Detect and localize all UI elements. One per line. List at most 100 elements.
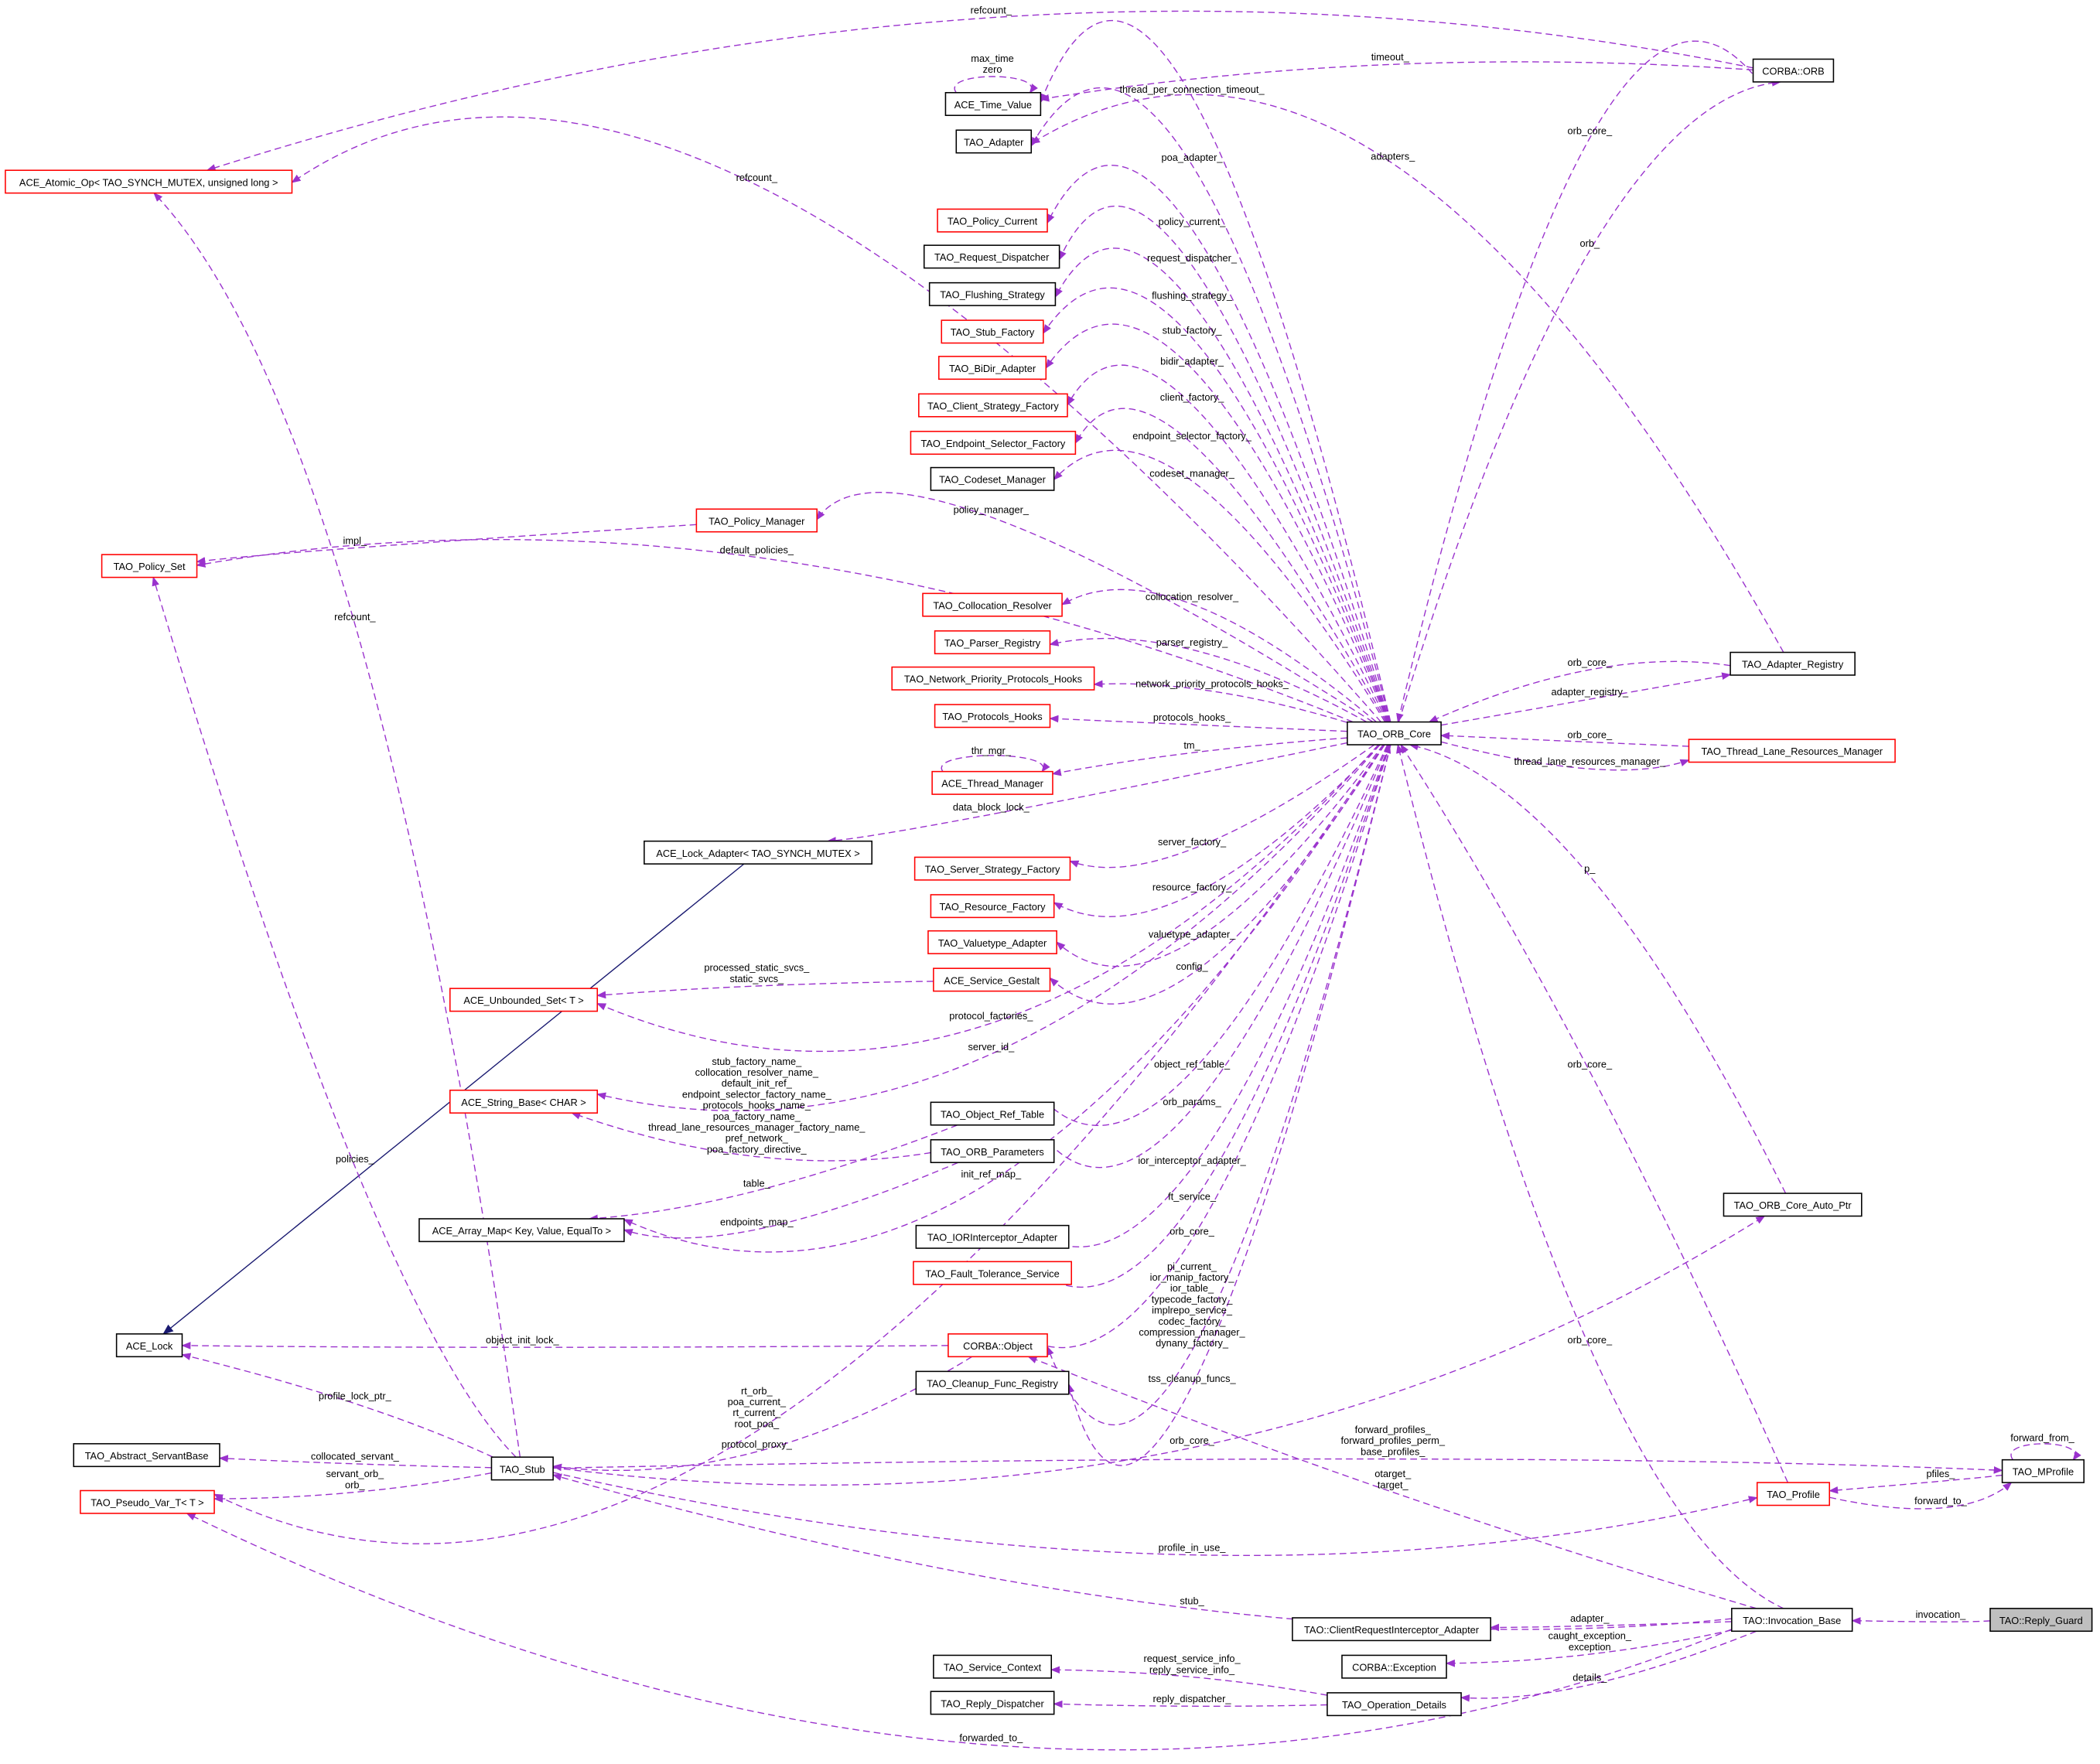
class-node-time-value[interactable]: ACE_Time_Value	[944, 91, 1042, 116]
edge-label-line: init_ref_map_	[961, 1168, 1022, 1179]
class-node-collocation-resolver[interactable]: TAO_Collocation_Resolver	[922, 592, 1063, 617]
edge-label: stub_factory_name_ collocation_resolver_n…	[648, 1056, 866, 1155]
class-node-orb-parameters[interactable]: TAO_ORB_Parameters	[930, 1139, 1055, 1164]
class-node-flushing-strategy[interactable]: TAO_Flushing_Strategy	[928, 281, 1057, 306]
node-label: TAO_MProfile	[2013, 1466, 2074, 1478]
class-node-endpoint-selector-factory[interactable]: TAO_Endpoint_Selector_Factory	[910, 431, 1077, 456]
node-box	[938, 356, 1047, 380]
class-node-invocation-base[interactable]: TAO::Invocation_Base	[1731, 1608, 1853, 1633]
class-node-lock-adapter[interactable]: ACE_Lock_Adapter< TAO_SYNCH_MUTEX >	[644, 840, 872, 865]
edge-label: forward_to_	[1914, 1495, 1967, 1506]
node-box	[1292, 1617, 1491, 1642]
class-node-cri-adapter[interactable]: TAO::ClientRequestInterceptor_Adapter	[1292, 1617, 1491, 1642]
class-node-stub[interactable]: TAO_Stub	[490, 1456, 554, 1481]
node-label: TAO_Network_Priority_Protocols_Hooks	[904, 674, 1082, 685]
edge-label: caught_exception_ exception	[1549, 1630, 1632, 1653]
class-node-reply-dispatcher[interactable]: TAO_Reply_Dispatcher	[930, 1691, 1055, 1715]
node-label: TAO_Operation_Details	[1342, 1699, 1446, 1711]
class-node-client-strategy-factory[interactable]: TAO_Client_Strategy_Factory	[918, 393, 1068, 418]
class-node-operation-details[interactable]: TAO_Operation_Details	[1327, 1692, 1462, 1717]
edge-orb_core-to-thread_lane_rm	[1440, 741, 1690, 771]
node-box	[910, 431, 1077, 456]
class-node-ior-interceptor-adapter[interactable]: TAO_IORInterceptor_Adapter	[915, 1224, 1070, 1249]
edge-label-line: pfiles_	[1926, 1468, 1955, 1479]
node-box	[930, 1101, 1055, 1126]
class-node-server-strategy-factory[interactable]: TAO_Server_Strategy_Factory	[913, 856, 1071, 881]
class-node-orb-core-auto-ptr[interactable]: TAO_ORB_Core_Auto_Ptr	[1723, 1192, 1863, 1217]
edge-profile-to-orb_core	[1400, 744, 1789, 1483]
class-node-codeset-manager[interactable]: TAO_Codeset_Manager	[930, 466, 1055, 491]
class-node-string-base[interactable]: ACE_String_Base< CHAR >	[449, 1089, 599, 1114]
class-node-mprofile[interactable]: TAO_MProfile	[2001, 1459, 2085, 1483]
node-label: TAO_ORB_Parameters	[941, 1146, 1043, 1158]
class-node-orb-core[interactable]: TAO_ORB_Core	[1347, 721, 1442, 746]
class-node-policy-current[interactable]: TAO_Policy_Current	[937, 208, 1048, 233]
class-node-policy-set[interactable]: TAO_Policy_Set	[101, 554, 198, 578]
class-node-reply-guard[interactable]: TAO::Reply_Guard	[1989, 1608, 2093, 1633]
edge-profile-to-mprofile	[1829, 1482, 2013, 1510]
edge-invocation_base-to-stub	[551, 1473, 1732, 1630]
node-box	[80, 1489, 215, 1514]
class-node-policy-manager[interactable]: TAO_Policy_Manager	[695, 508, 818, 533]
class-node-corba-object[interactable]: CORBA::Object	[948, 1333, 1048, 1358]
edge-orb_core-to-np_protocols_hooks	[1093, 680, 1348, 723]
edge-invocation_base-to-corba_object	[1027, 1356, 1757, 1609]
edge-stub-to-abstract_servant_base	[218, 1455, 492, 1469]
class-node-abstract-servant-base[interactable]: TAO_Abstract_ServantBase	[73, 1443, 220, 1468]
edge-label: orb_core_	[1567, 728, 1613, 740]
class-node-service-context[interactable]: TAO_Service_Context	[933, 1654, 1053, 1679]
class-node-valuetype-adapter[interactable]: TAO_Valuetype_Adapter	[927, 930, 1057, 954]
edge-label: protocols_hooks_	[1153, 711, 1231, 723]
class-node-fault-tolerance-service[interactable]: TAO_Fault_Tolerance_Service	[913, 1261, 1072, 1285]
class-node-profile[interactable]: TAO_Profile	[1756, 1482, 1831, 1506]
class-node-thread-manager[interactable]: ACE_Thread_Manager	[931, 770, 1053, 795]
class-node-corba-exception[interactable]: CORBA::Exception	[1341, 1654, 1447, 1679]
class-node-cleanup-func-registry[interactable]: TAO_Cleanup_Func_Registry	[915, 1370, 1070, 1395]
class-node-object-ref-table[interactable]: TAO_Object_Ref_Table	[930, 1101, 1055, 1126]
node-label: TAO_Policy_Current	[948, 216, 1038, 227]
node-layer: ACE_Atomic_Op< TAO_SYNCH_MUTEX, unsigned…	[5, 58, 2093, 1717]
class-node-resource-factory[interactable]: TAO_Resource_Factory	[930, 894, 1055, 919]
edge-label-line: static_svcs_	[729, 973, 784, 984]
edge-label-line: impl_	[343, 534, 367, 546]
class-node-array-map[interactable]: ACE_Array_Map< Key, Value, EqualTo >	[418, 1218, 625, 1243]
node-label: ACE_Service_Gestalt	[944, 974, 1040, 986]
edge-label-line: policies_	[336, 1153, 375, 1165]
class-node-adapter[interactable]: TAO_Adapter	[955, 129, 1033, 154]
edge-label: table_	[743, 1177, 771, 1189]
edge-label-line: typecode_factory_	[1152, 1293, 1233, 1305]
class-node-bidir-adapter[interactable]: TAO_BiDir_Adapter	[938, 356, 1047, 380]
class-node-parser-registry[interactable]: TAO_Parser_Registry	[934, 630, 1051, 655]
node-box	[937, 208, 1048, 233]
edge-label-line: forward_from_	[2010, 1431, 2074, 1443]
class-node-protocols-hooks[interactable]: TAO_Protocols_Hooks	[934, 704, 1051, 728]
class-node-service-gestalt[interactable]: ACE_Service_Gestalt	[933, 967, 1051, 992]
class-node-unbounded-set[interactable]: ACE_Unbounded_Set< T >	[449, 988, 599, 1012]
edge-stub-to-policy_set	[152, 576, 517, 1458]
edge-label-line: policy_current_	[1159, 216, 1227, 227]
class-node-request-dispatcher[interactable]: TAO_Request_Dispatcher	[923, 244, 1060, 269]
class-node-ace-lock[interactable]: ACE_Lock	[115, 1333, 183, 1358]
edge-label-line: orb_core_	[1567, 728, 1613, 740]
edge-label-line: client_factory_	[1160, 391, 1224, 403]
class-node-np-protocols-hooks[interactable]: TAO_Network_Priority_Protocols_Hooks	[891, 666, 1095, 691]
edge-label: forwarded_to_	[959, 1732, 1023, 1743]
class-node-stub-factory[interactable]: TAO_Stub_Factory	[941, 319, 1044, 344]
class-node-corba-orb[interactable]: CORBA::ORB	[1752, 58, 1835, 83]
class-node-thread-lane-rm[interactable]: TAO_Thread_Lane_Resources_Manager	[1688, 739, 1896, 763]
node-box	[2001, 1459, 2085, 1483]
edge-label-line: object_init_lock_	[486, 1334, 559, 1346]
edge-orb_core-to-unbounded_set	[596, 744, 1379, 1053]
edge-label: forward_profiles_ forward_profiles_perm_ b…	[1341, 1424, 1446, 1457]
node-box	[5, 169, 293, 194]
edge-object_ref_table-to-array_map	[588, 1124, 958, 1223]
edge-mprofile-to-mprofile	[2010, 1443, 2081, 1461]
node-label: ACE_Lock	[126, 1340, 173, 1352]
edge-label-line: collocation_resolver_name_	[695, 1066, 819, 1078]
edge-stub-to-pseudo_var	[213, 1472, 492, 1503]
class-node-atomic-op[interactable]: ACE_Atomic_Op< TAO_SYNCH_MUTEX, unsigned…	[5, 169, 293, 194]
node-label: TAO_ORB_Core_Auto_Ptr	[1734, 1199, 1852, 1211]
edge-label-layer: refcount_ timeout_ max_time zero thread_per_…	[311, 5, 2075, 1744]
class-node-adapter-registry[interactable]: TAO_Adapter_Registry	[1730, 651, 1856, 676]
class-node-pseudo-var[interactable]: TAO_Pseudo_Var_T< T >	[80, 1489, 215, 1514]
